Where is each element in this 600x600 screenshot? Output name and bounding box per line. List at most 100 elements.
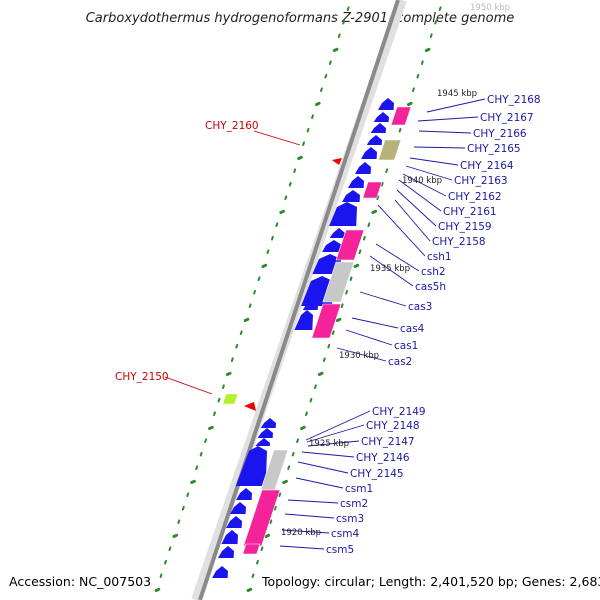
gene-label-csh2[interactable]: csh2 <box>421 266 446 278</box>
cds-gene-arrow <box>294 310 313 330</box>
gene-label-chy-2168[interactable]: CHY_2168 <box>487 94 541 106</box>
minor-tick <box>358 249 362 254</box>
minor-tick <box>287 465 291 470</box>
minor-tick <box>213 411 216 416</box>
cds-gene-arrow <box>226 516 242 528</box>
gene-label-csm2[interactable]: csm2 <box>340 498 368 510</box>
label-leader-line <box>377 204 426 257</box>
minor-tick <box>269 519 273 524</box>
major-tick <box>264 533 271 538</box>
cds-gene-arrow <box>322 240 342 252</box>
minor-tick <box>239 330 243 335</box>
right-tick-track <box>246 6 442 592</box>
gene-label-cas1[interactable]: cas1 <box>394 340 418 352</box>
kbp-marker-1945: 1945 kbp <box>437 89 477 99</box>
minor-tick <box>438 6 442 11</box>
gene-label-csm3[interactable]: csm3 <box>336 513 364 525</box>
gene-label-chy-2158[interactable]: CHY_2158 <box>432 236 486 248</box>
label-leader-line <box>281 529 330 534</box>
minor-tick <box>186 492 190 497</box>
gene-label-chy-2159[interactable]: CHY_2159 <box>438 221 492 233</box>
gene-label-chy-2165[interactable]: CHY_2165 <box>467 143 521 155</box>
gene-label-chy-2146[interactable]: CHY_2146 <box>356 452 410 464</box>
major-tick <box>407 101 413 106</box>
gene-label-csm5[interactable]: csm5 <box>326 544 354 556</box>
gene-label-chy-2148[interactable]: CHY_2148 <box>366 420 420 432</box>
gene-label-chy-2163[interactable]: CHY_2163 <box>454 175 508 187</box>
hypothetical-gene-box <box>322 261 355 303</box>
minor-tick <box>313 384 317 389</box>
gene-label-csm4[interactable]: csm4 <box>331 528 359 540</box>
cds-gene-arrow <box>370 123 386 133</box>
cds-gene-arrow <box>236 488 252 500</box>
gene-label-csh1[interactable]: csh1 <box>427 251 452 263</box>
crispr-gene-box <box>362 181 383 199</box>
gene-label-chy-2166[interactable]: CHY_2166 <box>473 128 527 140</box>
major-tick <box>190 479 196 484</box>
label-leader-line <box>305 410 371 441</box>
label-leader-line <box>396 189 437 227</box>
label-leader-line <box>369 255 414 287</box>
label-leader-line <box>287 499 339 504</box>
major-tick <box>371 209 377 214</box>
genome-backbone <box>198 0 400 600</box>
minor-tick <box>345 289 349 295</box>
minor-tick <box>217 397 221 403</box>
gene-label-chy-2145[interactable]: CHY_2145 <box>350 468 404 480</box>
gene-label-cas4[interactable]: cas4 <box>400 323 425 335</box>
crispr-gene-box <box>390 106 412 126</box>
minor-tick <box>322 357 326 362</box>
cds-gene-arrow <box>329 228 345 238</box>
left-tick-track <box>154 6 350 592</box>
label-leader-line <box>279 545 325 550</box>
kbp-marker-1930: 1930 kbp <box>339 351 379 361</box>
label-leader-line <box>345 329 393 346</box>
red-marker <box>244 402 256 411</box>
major-tick <box>246 587 253 592</box>
gene-label-chy-2149[interactable]: CHY_2149 <box>372 406 426 418</box>
figure-title: Carboxydothermus hydrogenoformans Z-2901… <box>86 11 515 26</box>
label-leader-line <box>359 291 407 307</box>
minor-tick <box>331 330 335 335</box>
cds-gene-arrow <box>355 162 371 174</box>
minor-tick <box>306 127 310 133</box>
red-marker <box>332 158 342 165</box>
gene-label-chy-2162[interactable]: CHY_2162 <box>448 191 502 203</box>
minor-tick <box>164 559 167 565</box>
crispr-gene-box <box>242 543 261 555</box>
minor-tick <box>342 19 346 25</box>
gene-label-chy-2161[interactable]: CHY_2161 <box>443 206 497 218</box>
label-leader-line <box>418 130 472 134</box>
cds-gene-arrow <box>329 202 357 226</box>
gene-label-chy-2147[interactable]: CHY_2147 <box>361 436 415 448</box>
gene-label-chy-2167[interactable]: CHY_2167 <box>480 112 534 124</box>
minor-tick <box>309 397 313 403</box>
minor-tick <box>420 60 424 65</box>
genome-summary-text: Topology: circular; Length: 2,401,520 bp… <box>261 574 600 589</box>
minor-tick <box>248 303 252 308</box>
major-tick <box>243 317 250 322</box>
label-leader-line <box>336 347 387 362</box>
minor-tick <box>204 438 208 443</box>
gene-label-cas2[interactable]: cas2 <box>388 356 412 368</box>
minor-tick <box>273 505 277 511</box>
label-leader-line <box>426 98 486 113</box>
minor-tick <box>168 546 172 551</box>
label-leader-line <box>417 116 479 122</box>
cds-gene-arrow <box>366 135 382 145</box>
gene-label-chy-2164[interactable]: CHY_2164 <box>460 160 514 172</box>
minor-tick <box>346 6 350 11</box>
accession-text: Accession: NC_007503 <box>9 574 151 589</box>
gene-label-cas5h[interactable]: cas5h <box>415 281 446 293</box>
gene-label-csm1[interactable]: csm1 <box>345 483 373 495</box>
major-tick <box>297 155 303 160</box>
crispr-gene-box <box>335 229 365 261</box>
minor-tick <box>349 276 353 281</box>
gene-label-cas3[interactable]: cas3 <box>408 301 432 313</box>
minor-tick <box>288 181 292 187</box>
minor-tick <box>275 222 279 227</box>
label-leader-line <box>301 451 355 458</box>
cds-gene-arrow <box>361 147 377 159</box>
